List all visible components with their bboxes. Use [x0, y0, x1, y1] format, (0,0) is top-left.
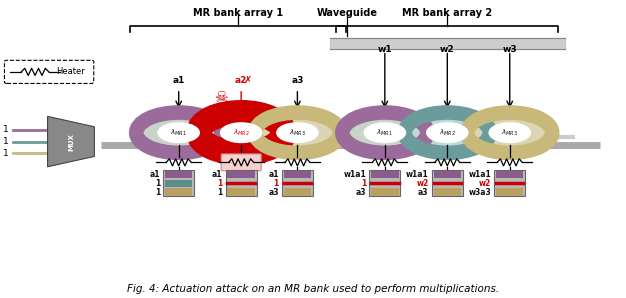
Text: MR bank array 2: MR bank array 2	[403, 8, 493, 18]
Text: w2: w2	[479, 179, 491, 188]
Text: w2: w2	[440, 45, 454, 54]
Circle shape	[158, 123, 199, 142]
Text: ✗: ✗	[244, 75, 252, 85]
Text: w3a3: w3a3	[468, 187, 491, 196]
Text: 1: 1	[155, 179, 160, 188]
Circle shape	[467, 113, 552, 153]
Circle shape	[136, 113, 221, 153]
Circle shape	[405, 113, 490, 153]
Text: a3: a3	[356, 187, 366, 196]
Bar	[284, 188, 311, 195]
Text: a1: a1	[150, 170, 160, 179]
Text: $\lambda_{MR1}$: $\lambda_{MR1}$	[170, 128, 187, 138]
Text: w1a1: w1a1	[468, 170, 491, 179]
Text: a3: a3	[291, 76, 304, 85]
Circle shape	[364, 123, 406, 142]
Bar	[282, 170, 313, 196]
Text: a1: a1	[173, 76, 185, 85]
Text: 1: 1	[155, 187, 160, 196]
Bar	[369, 170, 401, 196]
FancyBboxPatch shape	[221, 154, 261, 171]
Circle shape	[220, 123, 262, 142]
Bar	[227, 188, 255, 195]
Text: 1: 1	[361, 179, 366, 188]
Bar	[165, 171, 192, 178]
Text: 1: 1	[3, 125, 9, 134]
Circle shape	[198, 113, 284, 153]
Text: 1: 1	[274, 179, 279, 188]
Text: Waveguide: Waveguide	[317, 8, 378, 18]
Circle shape	[342, 113, 428, 153]
Text: a3: a3	[268, 187, 279, 196]
Text: w1a1: w1a1	[406, 170, 429, 179]
Text: w3: w3	[503, 45, 517, 54]
Text: 1: 1	[217, 179, 222, 188]
Bar	[494, 170, 525, 196]
Text: w1: w1	[377, 45, 392, 54]
Circle shape	[277, 123, 318, 142]
Text: a1: a1	[268, 170, 279, 179]
Text: MR bank array 1: MR bank array 1	[193, 8, 283, 18]
Text: Heater: Heater	[56, 67, 85, 76]
Text: a2: a2	[235, 76, 247, 85]
Bar	[371, 188, 399, 195]
Text: $\lambda_{MR3}$: $\lambda_{MR3}$	[289, 128, 305, 138]
Bar	[227, 171, 255, 178]
Bar	[225, 170, 257, 196]
FancyBboxPatch shape	[4, 60, 94, 83]
Circle shape	[427, 123, 468, 142]
Bar	[434, 171, 461, 178]
Bar	[163, 170, 194, 196]
Text: $\lambda_{MR2}$: $\lambda_{MR2}$	[233, 128, 250, 138]
Bar	[432, 170, 463, 196]
Circle shape	[489, 123, 530, 142]
Bar	[434, 188, 461, 195]
Text: w1a1: w1a1	[343, 170, 366, 179]
Bar	[165, 180, 192, 187]
Text: 1: 1	[217, 187, 222, 196]
Text: $\lambda_{MR2}$: $\lambda_{MR2}$	[439, 128, 456, 138]
Text: w2: w2	[416, 179, 429, 188]
Text: a1: a1	[212, 170, 222, 179]
Text: Fig. 4: Actuation attack on an MR bank used to perform multiplications.: Fig. 4: Actuation attack on an MR bank u…	[127, 284, 499, 294]
Text: a3: a3	[418, 187, 429, 196]
Text: $\lambda_{MR3}$: $\lambda_{MR3}$	[501, 128, 518, 138]
Bar	[496, 188, 523, 195]
Text: $\lambda_{MR1}$: $\lambda_{MR1}$	[376, 128, 393, 138]
Text: ☠: ☠	[214, 90, 228, 105]
Circle shape	[255, 113, 340, 153]
Text: MUX: MUX	[68, 133, 74, 150]
Bar	[496, 171, 523, 178]
Text: 1: 1	[3, 137, 9, 146]
Bar	[165, 188, 192, 195]
Bar	[371, 171, 399, 178]
Polygon shape	[48, 117, 95, 167]
Text: 1: 1	[3, 149, 9, 158]
Bar	[284, 171, 311, 178]
